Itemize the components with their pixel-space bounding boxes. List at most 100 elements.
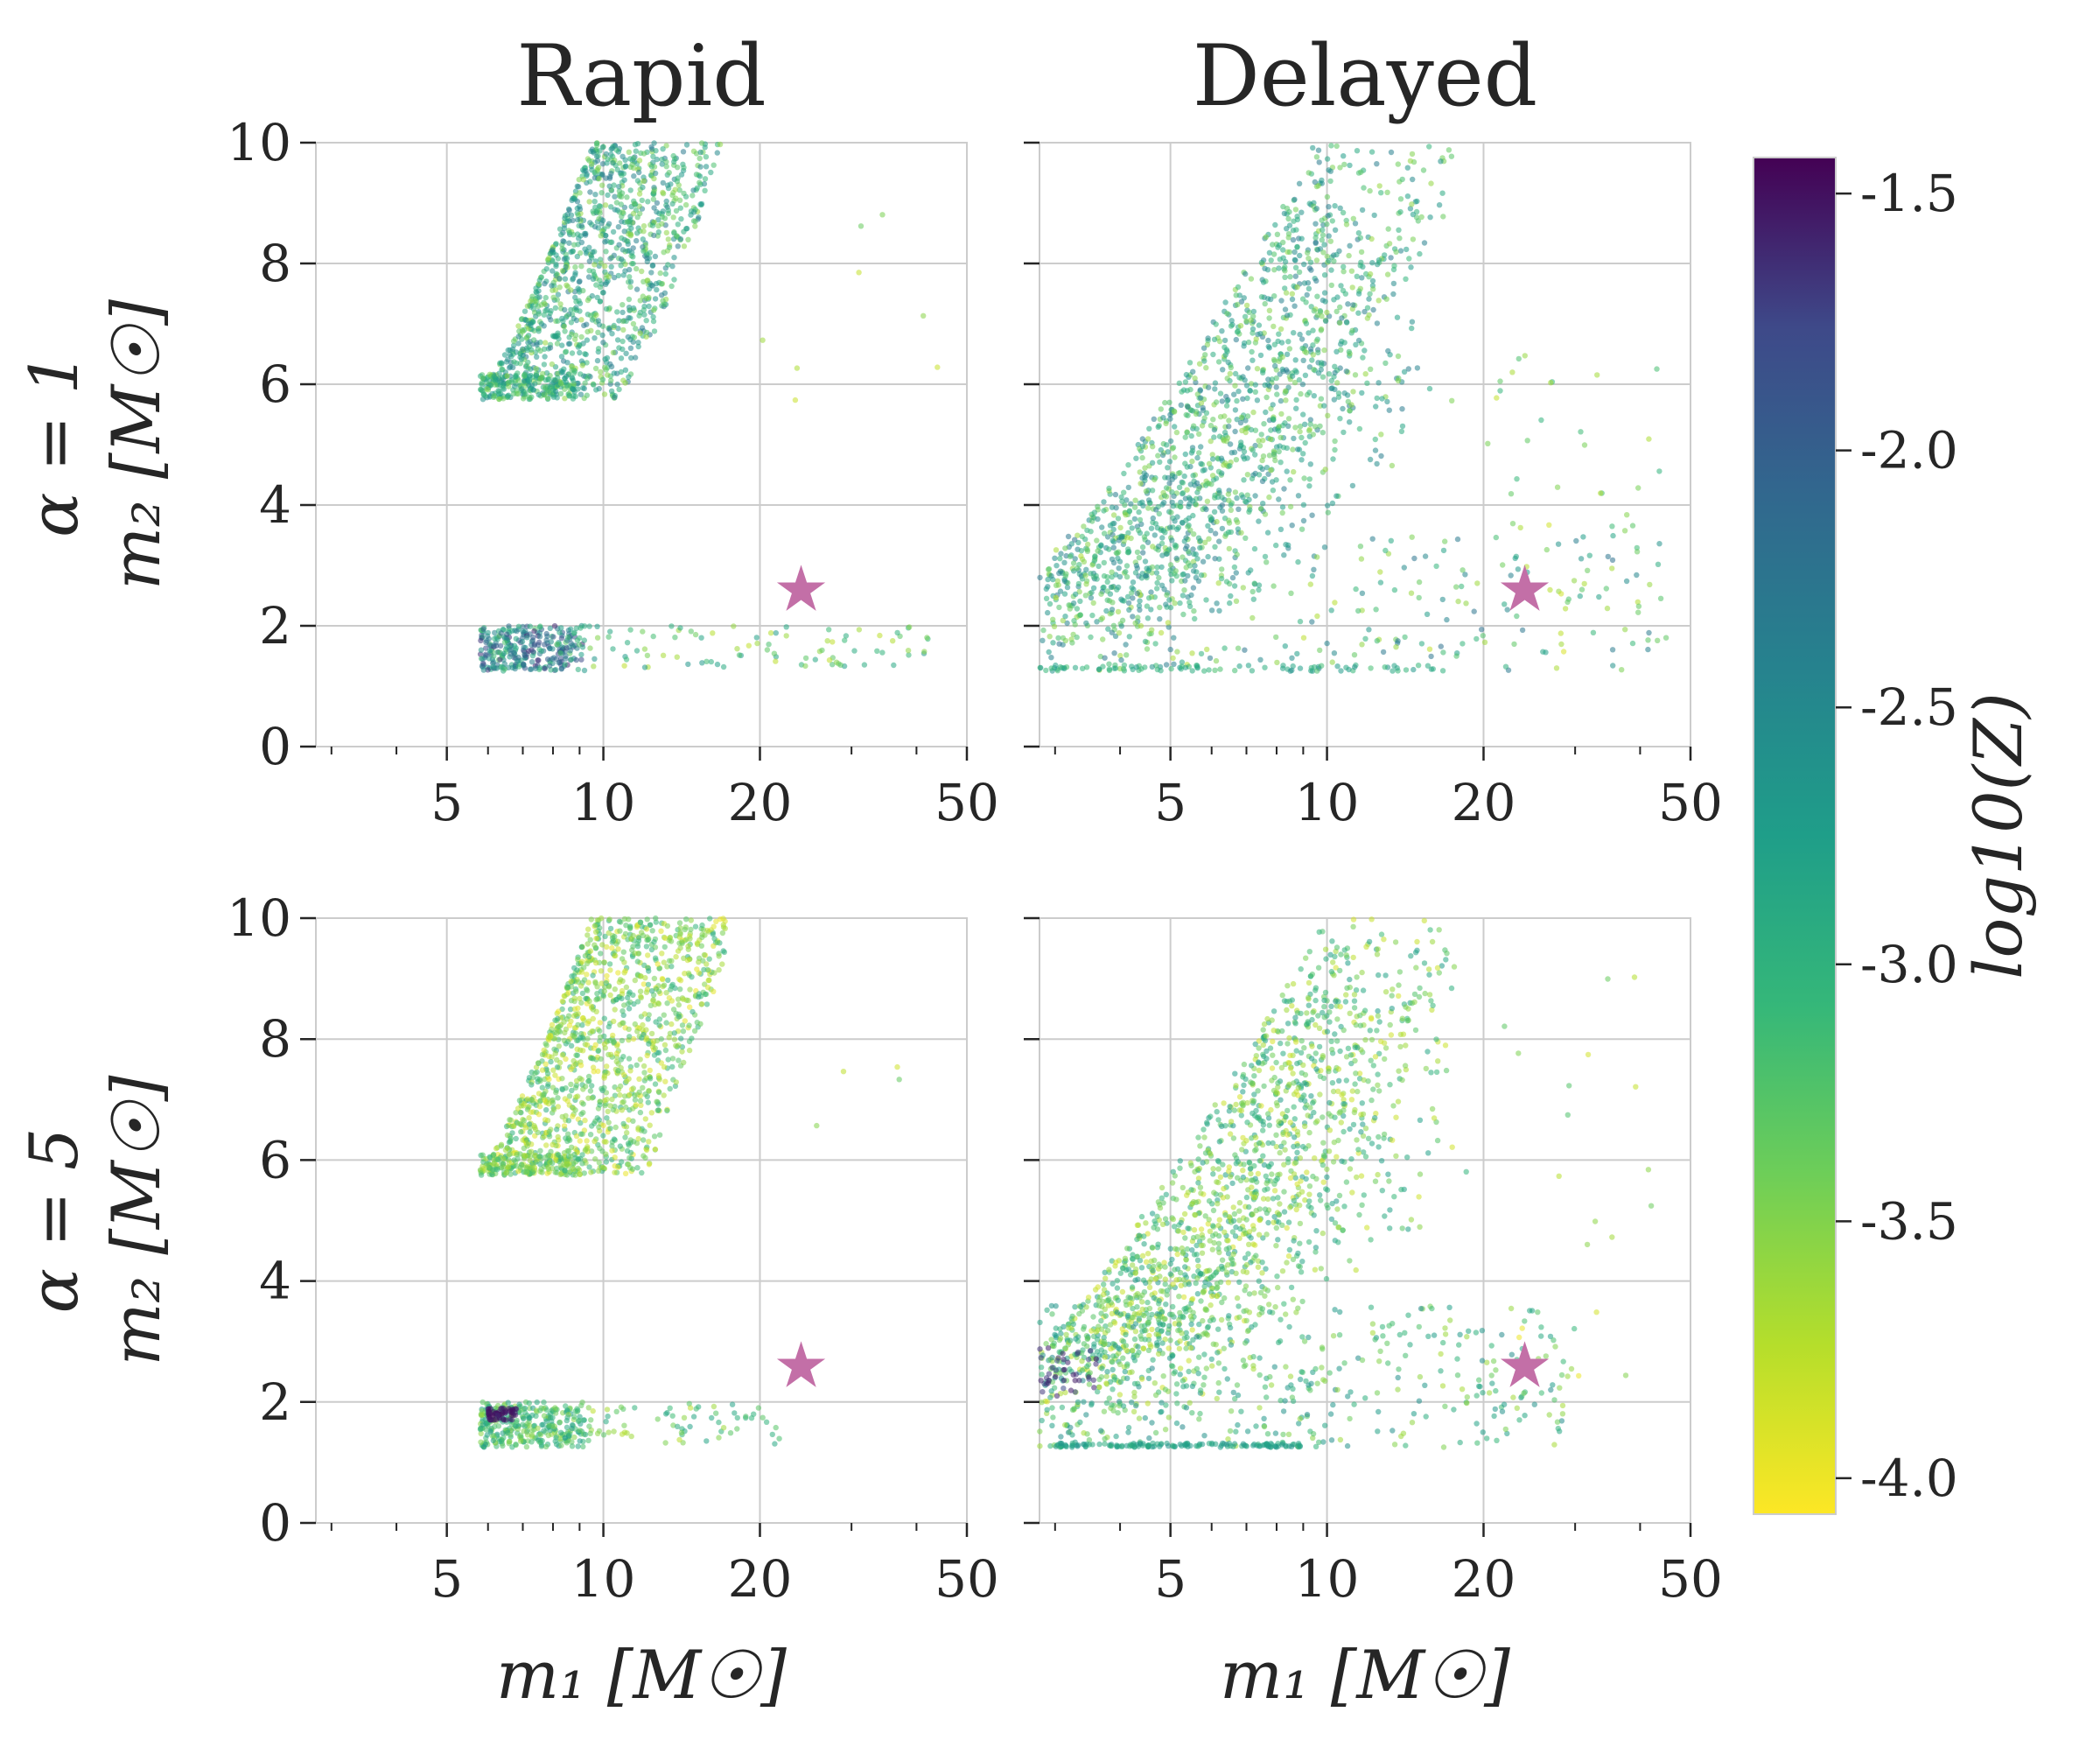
data-point bbox=[550, 1084, 556, 1090]
data-point bbox=[590, 293, 595, 298]
data-point bbox=[543, 637, 549, 642]
data-point bbox=[678, 216, 683, 221]
data-point bbox=[1187, 387, 1193, 392]
data-point bbox=[1311, 367, 1316, 372]
data-point bbox=[683, 916, 689, 922]
data-point bbox=[1280, 240, 1285, 245]
data-point bbox=[1136, 509, 1141, 515]
data-point bbox=[657, 1133, 662, 1138]
data-point bbox=[1283, 389, 1288, 394]
data-point bbox=[655, 223, 661, 228]
data-point bbox=[564, 645, 569, 650]
data-point bbox=[1171, 635, 1176, 641]
data-point bbox=[656, 1090, 662, 1095]
data-point bbox=[879, 649, 885, 655]
data-point bbox=[1460, 641, 1465, 646]
data-point bbox=[1084, 664, 1089, 670]
data-point bbox=[1211, 434, 1216, 439]
data-point bbox=[1242, 295, 1247, 300]
y-tick-label: 6 bbox=[259, 354, 291, 414]
data-point bbox=[703, 992, 708, 997]
data-point bbox=[702, 188, 707, 193]
data-point bbox=[536, 392, 542, 397]
data-point bbox=[1292, 249, 1297, 255]
data-point bbox=[543, 295, 549, 300]
data-point bbox=[1326, 509, 1331, 515]
data-point bbox=[536, 657, 541, 663]
data-point bbox=[1255, 366, 1260, 371]
data-point bbox=[1449, 154, 1454, 159]
data-point bbox=[1236, 663, 1242, 669]
data-point bbox=[1089, 613, 1095, 618]
data-point bbox=[533, 1126, 538, 1132]
data-point bbox=[689, 1035, 694, 1041]
data-point bbox=[1208, 528, 1214, 533]
data-point bbox=[1596, 594, 1601, 600]
data-point bbox=[1233, 371, 1238, 376]
data-point bbox=[521, 396, 526, 401]
data-point bbox=[560, 246, 565, 251]
data-point bbox=[1145, 505, 1151, 510]
data-point bbox=[556, 276, 562, 281]
data-point bbox=[1385, 271, 1390, 277]
data-point bbox=[1187, 563, 1193, 568]
data-point bbox=[612, 1154, 618, 1160]
data-point bbox=[1368, 665, 1373, 670]
data-point bbox=[627, 926, 633, 931]
data-point bbox=[856, 270, 861, 275]
data-point bbox=[1213, 530, 1218, 536]
data-point bbox=[1292, 257, 1298, 263]
data-point bbox=[529, 659, 535, 664]
data-point bbox=[570, 350, 575, 355]
data-point bbox=[1373, 607, 1378, 612]
data-point bbox=[842, 637, 847, 642]
data-point bbox=[1332, 370, 1337, 375]
data-point bbox=[567, 1102, 572, 1107]
data-point bbox=[1387, 241, 1392, 246]
data-point bbox=[1314, 554, 1320, 559]
data-point bbox=[516, 333, 522, 339]
data-point bbox=[557, 1060, 563, 1065]
data-point bbox=[602, 1073, 607, 1078]
data-point bbox=[671, 153, 676, 158]
data-point bbox=[560, 1052, 565, 1057]
data-point bbox=[576, 298, 581, 304]
data-point bbox=[553, 1050, 558, 1056]
data-point bbox=[619, 201, 624, 207]
data-point bbox=[656, 1001, 662, 1007]
data-point bbox=[589, 1123, 594, 1128]
data-point bbox=[1438, 158, 1443, 164]
data-point bbox=[1373, 447, 1378, 453]
data-point bbox=[685, 958, 690, 963]
data-point bbox=[1561, 649, 1566, 654]
data-point bbox=[550, 268, 555, 273]
data-point bbox=[590, 1095, 595, 1100]
data-point bbox=[644, 1035, 649, 1041]
data-point bbox=[591, 1056, 596, 1061]
data-point bbox=[572, 264, 578, 270]
data-point bbox=[1428, 180, 1433, 186]
data-point bbox=[1298, 391, 1303, 396]
data-point bbox=[646, 1041, 651, 1046]
data-point bbox=[1257, 657, 1263, 663]
data-point bbox=[659, 1036, 664, 1042]
data-point bbox=[1098, 543, 1103, 548]
data-point bbox=[548, 317, 553, 322]
data-point bbox=[765, 647, 770, 652]
data-point bbox=[1188, 481, 1194, 487]
data-point bbox=[1116, 609, 1121, 614]
data-point bbox=[1433, 564, 1438, 569]
data-point bbox=[1330, 659, 1335, 664]
data-point bbox=[542, 354, 547, 359]
data-point bbox=[646, 982, 651, 987]
data-point bbox=[584, 352, 589, 357]
data-point bbox=[1312, 393, 1317, 398]
data-point bbox=[654, 281, 659, 286]
data-point bbox=[542, 384, 548, 389]
data-point bbox=[564, 212, 570, 217]
data-point bbox=[613, 1125, 619, 1130]
data-point bbox=[1119, 499, 1124, 504]
data-point bbox=[1385, 348, 1390, 354]
data-point bbox=[1242, 449, 1247, 454]
